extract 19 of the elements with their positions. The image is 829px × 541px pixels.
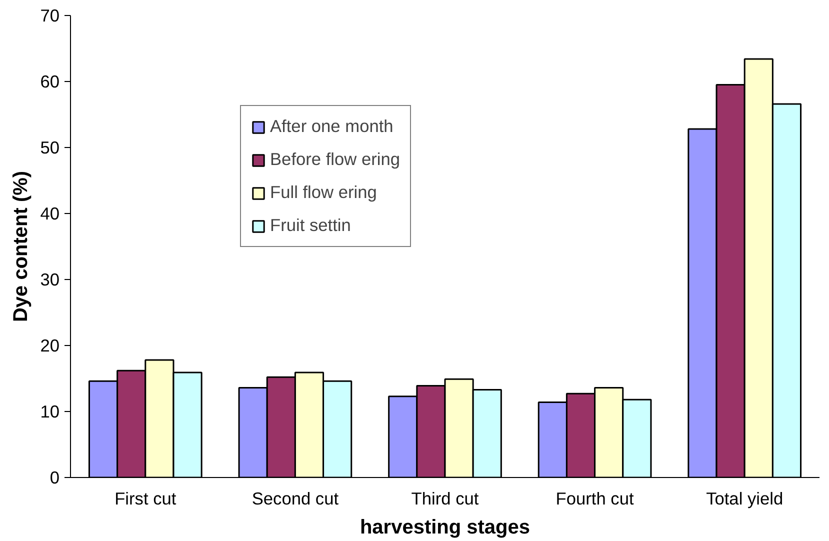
y-axis-title: Dye content (%) — [10, 170, 32, 322]
y-tick-label: 40 — [40, 204, 60, 224]
legend-label: After one month — [270, 116, 394, 137]
x-tick-label: Second cut — [252, 488, 339, 508]
y-tick-label: 0 — [50, 468, 60, 488]
y-tick-label: 10 — [40, 402, 60, 422]
y-tick-label: 30 — [40, 270, 60, 290]
x-tick-label: Fourth cut — [556, 488, 634, 508]
legend-label: Full flow ering — [270, 182, 377, 203]
y-tick-label: 20 — [40, 336, 60, 356]
x-tick-label: Third cut — [411, 488, 479, 508]
x-axis-title: harvesting stages — [360, 516, 530, 538]
y-tick-label: 50 — [40, 138, 60, 158]
y-tick-label: 70 — [40, 6, 60, 26]
y-tick-label: 60 — [40, 72, 60, 92]
legend-label: Fruit settin — [270, 215, 351, 236]
x-tick-label: Total yield — [706, 488, 784, 508]
x-tick-label: First cut — [114, 488, 176, 508]
legend-label: Before flow ering — [270, 149, 400, 170]
